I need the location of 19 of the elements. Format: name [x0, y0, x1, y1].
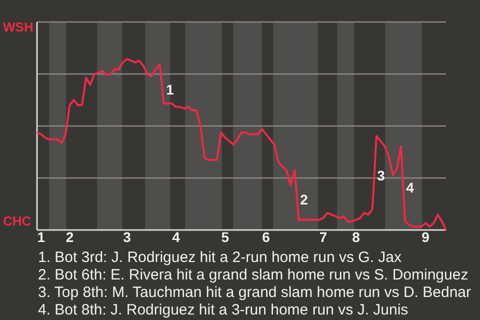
x-tick-label: 4: [172, 228, 180, 245]
x-tick-label: 9: [422, 228, 430, 245]
text: 4. Bot 8th: J. Rodriguez hit a 3-run home run vs J. Junis: [38, 301, 408, 318]
x-tick-label: 3: [123, 228, 132, 245]
annotation: 3: [377, 168, 386, 184]
annotation: 2: [300, 192, 308, 208]
x-tick-label: 1: [37, 228, 46, 245]
x-tick-label: 2: [66, 228, 74, 245]
x-tick-label: 5: [221, 228, 230, 245]
text: CHC: [3, 213, 32, 228]
x-tick-label: 8: [352, 228, 360, 245]
text: 3. Top 8th: M. Tauchman hit a grand slam home run vs D. Bednar: [38, 284, 472, 301]
annotation: 4: [406, 180, 414, 196]
text: WSH: [3, 19, 34, 34]
text: 1. Bot 3rd: J. Rodriguez hit a 2-run home run vs G. Jax: [38, 248, 402, 266]
x-tick-label: 7: [319, 228, 328, 245]
annotation: 1: [166, 82, 174, 98]
text: 2. Bot 6th: E. Rivera hit a grand slam home run vs S. Dominguez: [38, 266, 468, 284]
x-tick-label: 6: [262, 228, 270, 245]
